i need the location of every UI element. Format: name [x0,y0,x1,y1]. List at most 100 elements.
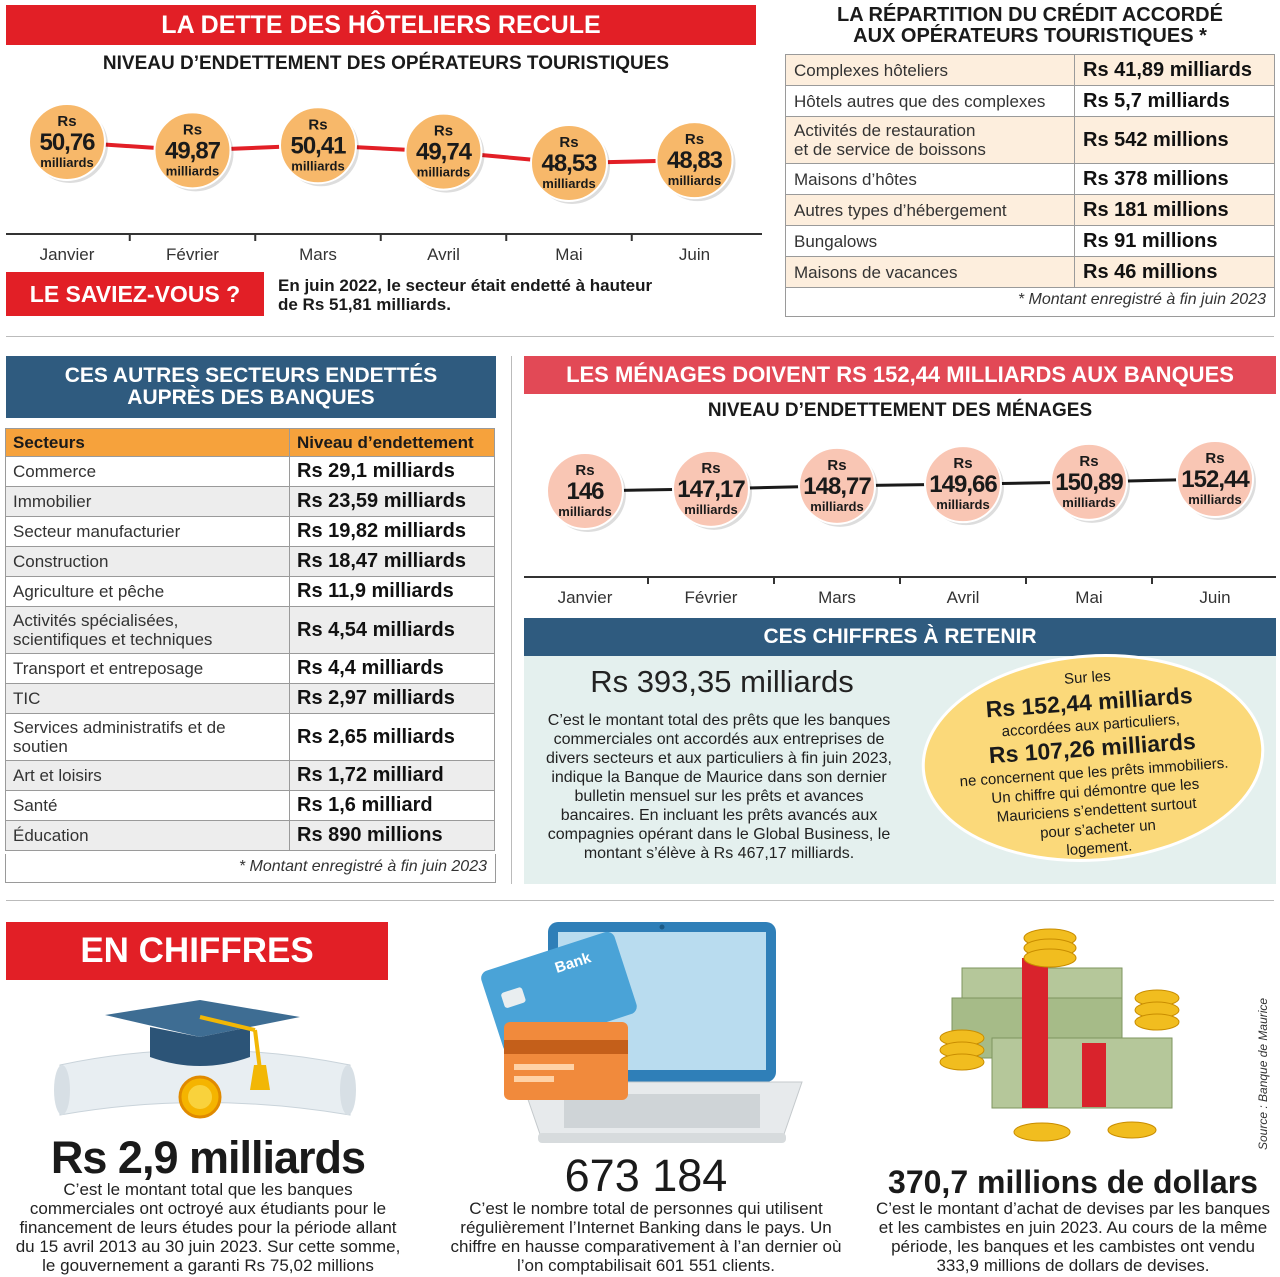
sector-row: Santé Rs 1,6 milliard [5,790,495,821]
text-line: C’est le nombre total de personnes qui u… [469,1199,823,1218]
retenir-banner: CES CHIFFRES À RETENIR [524,618,1276,656]
credit-label: Bungalows [785,225,1075,257]
text-line: compagnies opérant dans le Global Busine… [547,826,891,843]
credit-row: Maisons d’hôtes Rs 378 millions [785,163,1275,195]
text-line: bulletin mensuel sur les prêts et avance… [574,788,864,805]
credit-label: Hôtels autres que des complexes [785,85,1075,117]
text-line: régulièrement l’Internet Banking dans le… [460,1218,832,1237]
credit-label: Autres types d’hébergement [785,194,1075,226]
month-label: Avril [947,588,980,607]
data-label-unit: milliards [936,497,989,512]
sector-row: Immobilier Rs 23,59 milliards [5,486,495,517]
sector-row: Art et loisirs Rs 1,72 milliard [5,760,495,791]
data-label-prefix: Rs [57,113,76,130]
sector-label: Immobilier [5,486,290,517]
sector-value: Rs 1,72 milliard [289,760,495,791]
sectors-footnote-box: * Montant enregistré à fin juin 2023 [5,854,496,883]
text-line: période, les banques et les cambistes on… [891,1237,1255,1256]
text-line: commerciales ont octroyé aux étudiants p… [29,1199,387,1218]
month-label: Mars [299,245,337,264]
data-label: 147,17 [677,476,745,503]
sector-label: Agriculture et pêche [5,576,290,607]
sector-value: Rs 2,97 milliards [289,683,495,714]
internet-banking-text: C’est le nombre total de personnes qui u… [438,1199,854,1275]
credit-row: Activités de restauration et de service d… [785,116,1275,164]
divider [6,336,1274,337]
divider [6,900,1274,901]
data-label-prefix: Rs [1205,450,1224,467]
data-label-unit: milliards [1062,495,1115,510]
sectors-banner: CES AUTRES SECTEURS ENDETTÉS AUPRÈS DES … [6,356,496,418]
data-label: 152,44 [1181,466,1250,493]
data-label-prefix: Rs [827,457,846,474]
oval-line-9: logement. [1066,838,1133,860]
sector-row: Éducation Rs 890 millions [5,820,495,851]
credit-row: Bungalows Rs 91 millions [785,225,1275,257]
sector-row: Services administratifs et de soutien Rs 2… [5,713,495,761]
hotels-subtitle: NIVEAU D’ENDETTEMENT DES OPÉRATEURS TOUR… [102,53,670,74]
data-label-prefix: Rs [559,134,578,151]
credit-table: Complexes hôteliers Rs 41,89 milliards Hôt… [785,54,1275,288]
credit-label: Maisons d’hôtes [785,163,1075,195]
sector-row: Secteur manufacturier Rs 19,82 milliards [5,516,495,547]
month-label: Février [685,588,738,607]
hotels-debt-chart: Rs50,76milliardsRs49,87milliardsRs50,41m… [6,103,762,264]
month-label: Mai [555,245,582,264]
text-line: commerciales ont accordés aux entreprise… [553,731,885,748]
source-credit: Source : Banque de Maurice [1256,997,1270,1150]
sector-row: Construction Rs 18,47 milliards [5,546,495,577]
chiffres-banner: EN CHIFFRES [6,922,388,980]
text-line: divers secteurs et aux particuliers à fi… [546,750,892,767]
text-line: le gouvernement a garanti Rs 75,02 milli… [42,1256,374,1275]
households-subtitle: NIVEAU D’ENDETTEMENT DES MÉNAGES [707,400,1093,421]
retenir-oval: Sur les Rs 152,44 milliards accordées au… [921,654,1265,862]
sectors-footnote: * Montant enregistré à fin juin 2023 [238,858,487,875]
data-label-prefix: Rs [953,455,972,472]
sector-label: Santé [5,790,290,821]
credit-value: Rs 91 millions [1074,225,1275,257]
data-label: 49,74 [416,139,473,166]
student-loans-amount: Rs 2,9 milliards [50,1132,366,1183]
data-label-unit: milliards [417,165,470,180]
hotels-banner: LA DETTE DES HÔTELIERS RECULE [6,5,756,45]
data-marker [655,121,734,200]
laptop-bank-card-icon: Bank [481,922,803,1143]
divider-vertical [511,356,512,884]
sector-value: Rs 4,4 milliards [289,653,495,684]
data-label-unit: milliards [1188,492,1241,507]
saviez-vous-text: En juin 2022, le secteur était endetté à… [278,276,653,314]
sector-label: Commerce [5,456,290,487]
credit-label: Maisons de vacances [785,256,1075,288]
data-label: 48,53 [541,150,597,177]
data-label: 49,87 [165,137,221,164]
sector-value: Rs 18,47 milliards [289,546,495,577]
data-marker [153,111,232,190]
sectors-col-header: Secteurs [5,428,290,457]
credit-value: Rs 542 millions [1074,116,1275,164]
sector-value: Rs 23,59 milliards [289,486,495,517]
credit-label: Activités de restauration et de service d… [785,116,1075,164]
saviez-vous-label: LE SAVIEZ-VOUS ? [6,272,264,316]
credit-value: Rs 41,89 milliards [1074,54,1275,86]
data-marker [924,445,1002,524]
sector-label: Construction [5,546,290,577]
money-stacks-icon [939,928,1180,1142]
sectors-table: Secteurs Niveau d’endettement Commerce Rs… [5,428,495,851]
text-line: C’est le montant total que les banques [63,1180,353,1199]
sector-label: TIC [5,683,290,714]
sector-row: Agriculture et pêche Rs 11,9 milliards [5,576,495,607]
sector-value: Rs 1,6 milliard [289,790,495,821]
data-label-prefix: Rs [1079,453,1098,470]
sector-value: Rs 4,54 milliards [289,606,495,654]
sector-row: Activités spécialisées, scientifiques et … [5,606,495,654]
sector-label: Éducation [5,820,290,851]
month-label: Février [166,245,219,264]
data-label-unit: milliards [40,155,93,170]
credit-footnote-box: * Montant enregistré à fin juin 2023 [785,287,1275,317]
text-line: indique la Banque de Maurice dans son de… [551,769,887,786]
